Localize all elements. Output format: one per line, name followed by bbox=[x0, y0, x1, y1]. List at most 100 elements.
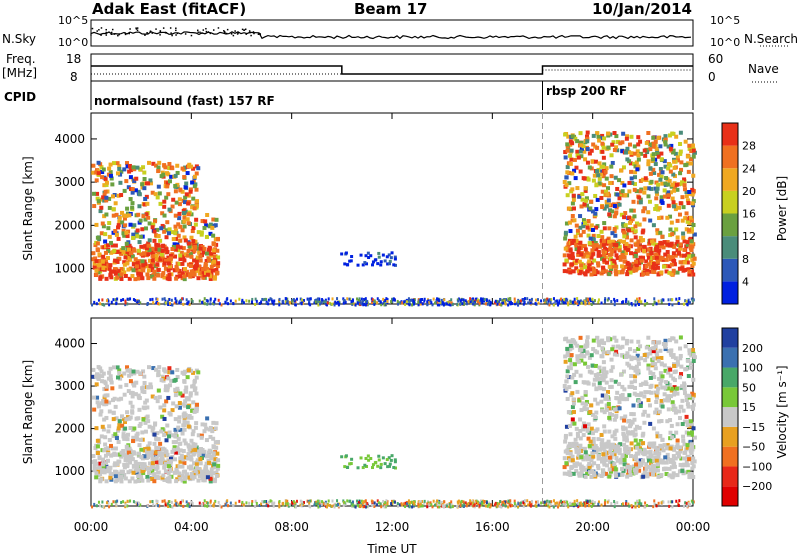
data-cell bbox=[594, 207, 599, 212]
data-cell bbox=[656, 251, 661, 256]
data-cell bbox=[589, 223, 594, 228]
data-cell bbox=[622, 434, 627, 439]
data-cell bbox=[185, 375, 190, 380]
data-cell bbox=[631, 471, 636, 476]
data-cell bbox=[175, 367, 180, 372]
data-cell bbox=[625, 134, 630, 139]
data-cell bbox=[651, 361, 656, 366]
data-cell bbox=[600, 368, 605, 373]
data-cell bbox=[622, 462, 627, 467]
data-cell bbox=[165, 276, 170, 281]
data-cell bbox=[663, 368, 668, 373]
data-cell bbox=[186, 201, 191, 206]
noise-search-dot bbox=[159, 34, 161, 36]
data-cell bbox=[678, 346, 683, 351]
data-cell bbox=[587, 464, 592, 469]
data-cell bbox=[137, 423, 142, 428]
data-cell bbox=[493, 301, 496, 305]
data-cell bbox=[589, 463, 594, 468]
data-cell bbox=[578, 169, 583, 174]
data-cell bbox=[152, 472, 157, 477]
data-cell bbox=[143, 196, 148, 201]
data-cell bbox=[689, 353, 694, 358]
data-cell bbox=[595, 401, 600, 406]
data-cell bbox=[648, 456, 653, 461]
data-cell bbox=[595, 131, 600, 136]
data-cell bbox=[597, 365, 602, 370]
data-cell bbox=[687, 474, 692, 479]
data-cell bbox=[154, 247, 159, 252]
data-cell bbox=[682, 247, 687, 252]
data-cell bbox=[668, 436, 673, 441]
data-cell bbox=[496, 299, 499, 303]
data-cell bbox=[198, 246, 203, 251]
data-cell bbox=[570, 262, 575, 267]
data-cell bbox=[685, 240, 690, 245]
data-cell bbox=[656, 474, 661, 479]
data-cell bbox=[595, 169, 600, 174]
data-cell bbox=[456, 302, 459, 306]
data-cell bbox=[432, 297, 435, 301]
data-cell bbox=[103, 177, 108, 182]
data-cell bbox=[142, 454, 147, 459]
data-cell bbox=[612, 432, 617, 437]
data-cell bbox=[265, 297, 268, 301]
data-cell bbox=[672, 447, 677, 452]
data-cell bbox=[187, 300, 190, 304]
data-cell bbox=[612, 464, 617, 469]
noise-search-dot bbox=[209, 32, 212, 35]
data-cell bbox=[648, 370, 653, 375]
data-cell bbox=[648, 472, 653, 477]
data-cell bbox=[596, 377, 601, 382]
data-cell bbox=[120, 423, 125, 428]
data-cell bbox=[691, 352, 696, 357]
data-cell bbox=[620, 384, 625, 389]
data-cell bbox=[621, 427, 626, 432]
data-cell bbox=[166, 434, 171, 439]
data-cell bbox=[180, 189, 185, 194]
data-cell bbox=[610, 347, 615, 352]
data-cell bbox=[426, 502, 429, 506]
data-cell bbox=[130, 187, 135, 192]
data-cell bbox=[578, 240, 583, 245]
data-cell bbox=[163, 369, 168, 374]
data-cell bbox=[204, 454, 209, 459]
data-cell bbox=[691, 272, 696, 277]
data-cell bbox=[114, 436, 119, 441]
data-cell bbox=[473, 303, 476, 307]
data-cell bbox=[138, 167, 143, 172]
data-cell bbox=[576, 434, 581, 439]
data-cell bbox=[590, 237, 595, 242]
data-cell bbox=[682, 302, 685, 306]
data-cell bbox=[167, 370, 172, 375]
data-cell bbox=[568, 358, 573, 363]
ytick-label: 2000 bbox=[54, 422, 85, 436]
data-cell bbox=[690, 444, 695, 449]
data-cell bbox=[564, 379, 569, 384]
data-cell bbox=[684, 190, 689, 195]
data-cell bbox=[504, 504, 507, 508]
data-cell bbox=[627, 431, 632, 436]
data-cell bbox=[648, 346, 653, 351]
data-cell bbox=[572, 168, 577, 173]
data-cell bbox=[216, 463, 221, 468]
data-cell bbox=[213, 262, 218, 267]
data-cell bbox=[610, 300, 613, 304]
data-cell bbox=[213, 275, 218, 280]
data-cell bbox=[570, 391, 575, 396]
data-cell bbox=[689, 442, 694, 447]
xtick-label: 00:00 bbox=[676, 520, 711, 534]
data-cell bbox=[564, 183, 569, 188]
data-cell bbox=[419, 300, 422, 304]
data-cell bbox=[684, 257, 689, 262]
data-cell bbox=[687, 272, 692, 277]
data-cell bbox=[380, 505, 383, 509]
data-cell bbox=[659, 174, 664, 179]
data-cell bbox=[547, 302, 550, 306]
data-cell bbox=[128, 400, 133, 405]
data-cell bbox=[100, 424, 105, 429]
data-cell bbox=[628, 347, 633, 352]
data-cell bbox=[586, 177, 591, 182]
data-cell bbox=[205, 267, 210, 272]
data-cell bbox=[438, 303, 441, 307]
